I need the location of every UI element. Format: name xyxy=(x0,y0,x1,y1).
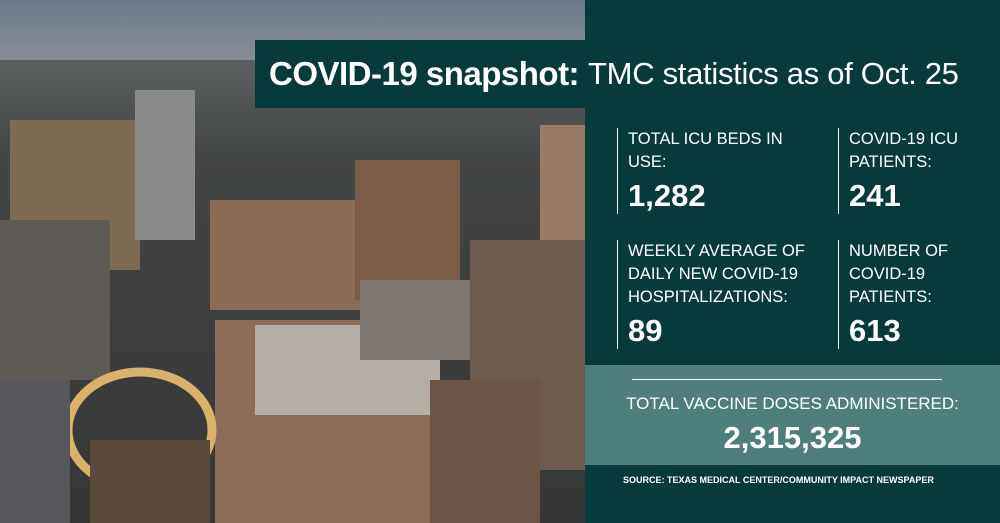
source: SOURCE: TEXAS MEDICAL CENTER/COMMUNITY I… xyxy=(623,475,934,485)
stat-label: TOTAL ICU BEDS IN USE: xyxy=(628,130,783,171)
vaccine-value: 2,315,325 xyxy=(723,420,862,455)
stat-value: 89 xyxy=(628,313,663,348)
stat-value: 241 xyxy=(849,178,901,213)
title-banner: COVID-19 snapshot: TMC statistics as of … xyxy=(255,40,1000,108)
vaccine-box: TOTAL VACCINE DOSES ADMINISTERED: 2,315,… xyxy=(585,365,1000,465)
title-rest: TMC statistics as of Oct. 25 xyxy=(588,56,959,91)
stat-value: 613 xyxy=(849,313,901,348)
title-bold: COVID-19 snapshot: xyxy=(269,55,580,92)
stat-label: COVID-19 ICU PATIENTS: xyxy=(849,130,959,171)
divider xyxy=(632,379,942,380)
stat: NUMBER OF COVID-19 PATIENTS: 613 xyxy=(838,240,989,349)
stat-label: NUMBER OF COVID-19 PATIENTS: xyxy=(849,242,948,306)
stat: WEEKLY AVERAGE OF DAILY NEW COVID-19 HOS… xyxy=(617,240,808,349)
stat-value: 1,282 xyxy=(628,178,706,213)
stat-label: WEEKLY AVERAGE OF DAILY NEW COVID-19 HOS… xyxy=(628,242,805,306)
stat: TOTAL ICU BEDS IN USE: 1,282 xyxy=(617,128,798,214)
stat: COVID-19 ICU PATIENTS: 241 xyxy=(838,128,989,214)
vaccine-label: TOTAL VACCINE DOSES ADMINISTERED: xyxy=(626,394,959,413)
